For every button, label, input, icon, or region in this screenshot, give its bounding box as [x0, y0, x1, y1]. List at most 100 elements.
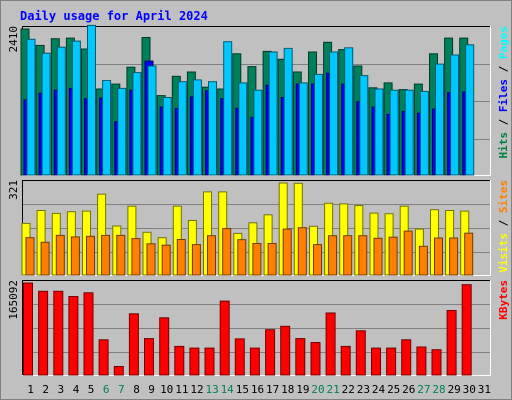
legend-sites: Sites: [497, 180, 510, 213]
bar-kbytes-day-27: [416, 346, 427, 376]
bar-sites-day-24: [373, 237, 383, 276]
bar-pages-day-5: [87, 24, 96, 176]
x-tick-label-22: 22: [342, 383, 355, 396]
x-tick-label-17: 17: [266, 383, 279, 396]
x-tick-label-26: 26: [402, 383, 415, 396]
x-tick-label-24: 24: [372, 383, 386, 396]
legend-label-group: Hits / Files / Pages: [497, 26, 510, 159]
legend-files: Files: [497, 79, 510, 112]
bar-kbytes-day-30: [461, 284, 472, 376]
x-tick-label-18: 18: [281, 383, 294, 396]
bar-pages-day-3: [56, 46, 66, 176]
bar-pages-day-30: [465, 44, 475, 176]
bar-pages-day-26: [404, 89, 414, 176]
bar-kbytes-day-22: [340, 345, 351, 376]
legend-visits: Visits: [497, 233, 510, 273]
panel-legend: KBytes: [497, 280, 510, 320]
bar-kbytes-day-12: [189, 347, 200, 376]
bar-pages-day-25: [389, 89, 399, 176]
bar-kbytes-day-3: [53, 290, 64, 376]
axis-max-label: 321: [7, 180, 20, 200]
bar-kbytes-day-10: [159, 317, 170, 376]
bar-kbytes-day-18: [280, 325, 291, 376]
bar-sites-day-17: [267, 243, 277, 276]
bar-kbytes-day-19: [295, 338, 306, 376]
panel-visits-sites: 321 Visits / Sites: [7, 180, 510, 276]
bar-kbytes-day-9: [144, 338, 154, 376]
bar-kbytes-day-29: [446, 310, 457, 376]
bar-sites-day-21: [328, 235, 338, 276]
panel-legend: Visits / Sites: [497, 180, 510, 273]
x-tick-label-28: 28: [432, 383, 445, 396]
x-tick-label-6: 6: [103, 383, 110, 396]
legend-label-group: Visits / Sites: [497, 180, 510, 273]
bar-pages-day-2: [41, 52, 51, 176]
bar-sites-day-30: [464, 232, 474, 276]
legend-hits: Hits: [497, 132, 510, 159]
panel-legend: Hits / Files / Pages: [497, 26, 510, 159]
chart-panels: 2410 Hits / Files / Pages 321 Visits / Site…: [7, 24, 510, 376]
bar-kbytes-day-5: [83, 292, 94, 376]
x-tick-label-4: 4: [73, 383, 80, 396]
bar-sites-day-8: [131, 238, 141, 276]
bar-pages-day-4: [71, 40, 81, 176]
bar-kbytes-day-23: [355, 330, 366, 376]
bar-sites-day-10: [161, 244, 171, 276]
legend-separator: /: [497, 112, 510, 132]
bar-pages-day-6: [102, 80, 112, 176]
bar-pages-day-28: [435, 63, 444, 176]
bar-sites-day-7: [116, 234, 126, 276]
legend-label-group: KBytes: [497, 280, 510, 320]
bar-kbytes-day-20: [310, 342, 321, 376]
bar-kbytes-day-15: [234, 338, 245, 376]
series-pages: [26, 24, 475, 176]
bar-sites-day-2: [40, 241, 50, 276]
x-tick-label-11: 11: [175, 383, 188, 396]
x-tick-label-7: 7: [118, 383, 125, 396]
bar-kbytes-day-24: [371, 347, 381, 376]
x-tick-label-25: 25: [387, 383, 400, 396]
x-tick-label-8: 8: [133, 383, 140, 396]
x-tick-label-15: 15: [236, 383, 249, 396]
x-tick-label-9: 9: [148, 383, 155, 396]
bar-sites-day-14: [222, 228, 232, 276]
bar-pages-day-24: [374, 88, 384, 176]
bar-sites-day-28: [434, 237, 443, 276]
bar-pages-day-14: [223, 41, 233, 176]
bar-sites-day-11: [176, 239, 186, 276]
bar-sites-day-25: [388, 236, 398, 276]
bar-kbytes-day-1: [23, 282, 33, 376]
bar-kbytes-day-17: [265, 329, 276, 376]
legend-kbytes: KBytes: [497, 280, 510, 320]
axis-max-label: 165092: [7, 280, 20, 320]
bar-kbytes-day-2: [38, 290, 49, 376]
bar-pages-day-20: [314, 73, 323, 176]
bar-pages-day-7: [117, 87, 127, 176]
bar-sites-day-12: [191, 244, 201, 276]
bar-pages-day-15: [238, 82, 248, 176]
chart-title: Daily usage for April 2024: [20, 9, 208, 23]
bar-sites-day-15: [237, 239, 247, 276]
bar-sites-day-4: [70, 236, 80, 276]
x-tick-label-16: 16: [251, 383, 264, 396]
bar-sites-day-16: [252, 243, 262, 276]
bar-pages-day-19: [298, 82, 308, 176]
bar-kbytes-day-11: [174, 345, 185, 376]
bar-sites-day-13: [207, 235, 216, 276]
bar-sites-day-22: [343, 235, 353, 276]
x-tick-label-5: 5: [88, 383, 95, 396]
bar-kbytes-day-25: [386, 347, 397, 376]
bar-sites-day-1: [25, 237, 35, 276]
bar-kbytes-day-8: [128, 313, 139, 376]
x-tick-label-23: 23: [357, 383, 370, 396]
x-tick-label-31: 31: [478, 383, 491, 396]
bar-pages-day-10: [162, 97, 172, 176]
bar-sites-day-19: [297, 227, 307, 276]
bar-pages-day-17: [268, 51, 278, 176]
bar-kbytes-day-13: [204, 347, 215, 376]
bar-kbytes-day-4: [68, 296, 79, 376]
bar-pages-day-22: [344, 47, 354, 176]
bar-kbytes-day-7: [113, 366, 124, 376]
x-tick-label-2: 2: [42, 383, 49, 396]
bar-pages-day-23: [359, 75, 369, 176]
